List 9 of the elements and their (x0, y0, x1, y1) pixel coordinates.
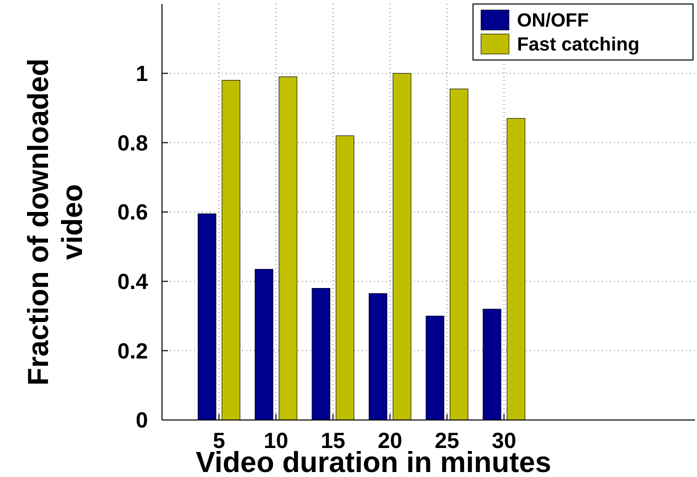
y-tick-label: 0.4 (117, 269, 149, 294)
legend-label: Fast catching (517, 34, 640, 56)
y-tick-label: 0.6 (117, 200, 148, 225)
y-tick-label: 0.2 (117, 338, 148, 364)
legend-label: ON/OFF (517, 10, 589, 32)
y-axis-title: Fraction of downloaded video (23, 58, 89, 386)
y-tick-label: 1 (136, 61, 148, 86)
y-tick-label: 0.8 (117, 130, 148, 156)
y-tick-label: 0 (136, 408, 148, 433)
